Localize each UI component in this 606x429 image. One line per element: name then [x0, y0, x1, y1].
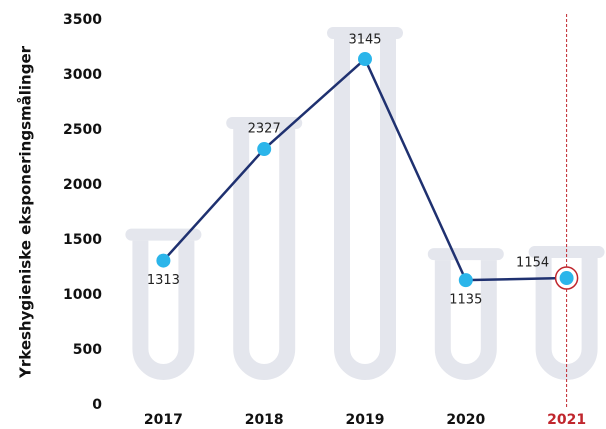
value-label: 1154 [516, 256, 549, 271]
x-tick-label: 2021 [547, 412, 586, 428]
x-tick-label: 2020 [446, 412, 485, 428]
y-tick-label: 0 [92, 397, 102, 413]
chart: Yrkeshygieniske eksponeringsmålinger 0 50… [0, 0, 606, 429]
line [163, 59, 566, 280]
x-tick-label: 2019 [346, 412, 385, 428]
value-label: 2327 [248, 122, 281, 137]
y-tick-label: 2500 [63, 122, 102, 138]
tube [342, 39, 388, 372]
point [156, 254, 170, 268]
value-label: 1135 [449, 293, 482, 308]
point [257, 142, 271, 156]
background [131, 33, 598, 372]
point [459, 273, 473, 287]
y-tick-label: 500 [73, 342, 102, 358]
value-label: 3145 [348, 33, 381, 48]
y-tick-label: 1500 [63, 232, 102, 248]
y-tick-label: 3000 [63, 67, 102, 83]
y-axis-label: Yrkeshygieniske eksponeringsmålinger [17, 45, 35, 379]
point [358, 52, 372, 66]
x-tick-label: 2018 [245, 412, 284, 428]
x-tick-label: 2017 [144, 412, 183, 428]
y-tick-label: 3500 [63, 12, 102, 28]
y-tick-label: 2000 [63, 177, 102, 193]
point [560, 271, 574, 285]
value-label: 1313 [147, 273, 180, 288]
y-tick-label: 1000 [63, 287, 102, 303]
